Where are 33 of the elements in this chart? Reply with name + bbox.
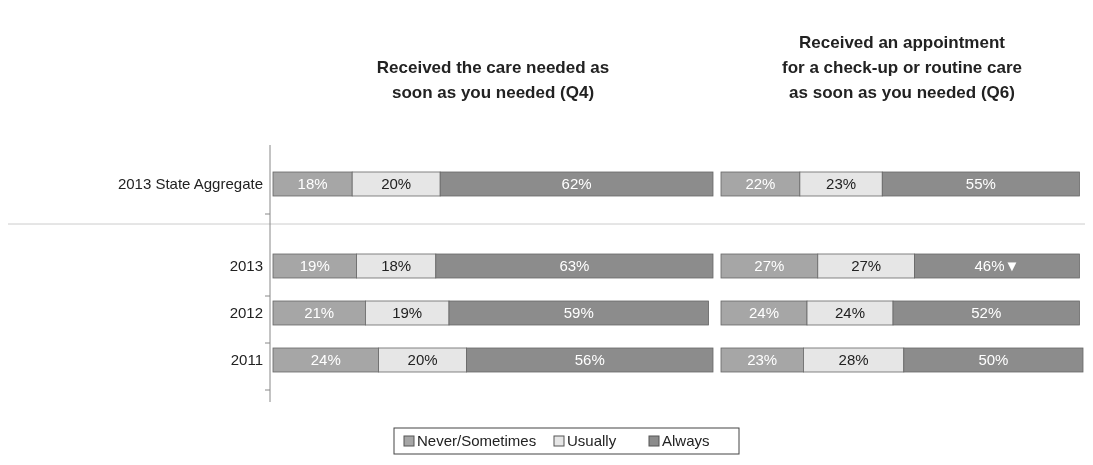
data-label: 24% [310, 351, 341, 369]
data-label: 24% [835, 304, 866, 322]
legend-label: Usually [567, 432, 617, 450]
data-label: 50% [978, 351, 1009, 369]
y-tick-label: 2013 State Aggregate [117, 175, 263, 193]
data-label: 24% [748, 304, 780, 322]
data-label: 19% [299, 257, 330, 275]
data-label: 27% [754, 257, 785, 275]
data-label: 23% [747, 351, 778, 369]
data-label: 56% [574, 351, 605, 369]
data-label: 28% [838, 351, 869, 369]
data-label: 19% [392, 304, 423, 322]
y-tick-label: 2011 [230, 351, 263, 369]
data-label: 22% [745, 175, 776, 193]
data-label: 62% [561, 175, 592, 193]
data-label: 52% [971, 304, 1002, 322]
data-label: 18% [297, 175, 328, 193]
data-label: 20% [381, 175, 412, 193]
data-label: 46%▼ [974, 257, 1020, 275]
data-label: 55% [965, 175, 996, 193]
data-label: 20% [407, 351, 438, 369]
chart-title: Received an appointment for a check-up or routine care as soon as you needed (Q6) [782, 33, 1022, 102]
legend-label: Always [662, 432, 710, 450]
y-tick-label: 2012 [229, 304, 263, 322]
legend-label: Never/Sometimes [417, 432, 537, 450]
data-label: 23% [826, 175, 857, 193]
chart-title: Received the care needed as soon as you needed (Q4) [376, 58, 610, 102]
data-label: 27% [851, 257, 882, 275]
data-label: 59% [563, 304, 594, 322]
data-label: 21% [304, 304, 335, 322]
data-label: 63% [559, 257, 590, 275]
data-label: 18% [381, 257, 412, 275]
y-tick-label: 2013 [229, 257, 263, 275]
